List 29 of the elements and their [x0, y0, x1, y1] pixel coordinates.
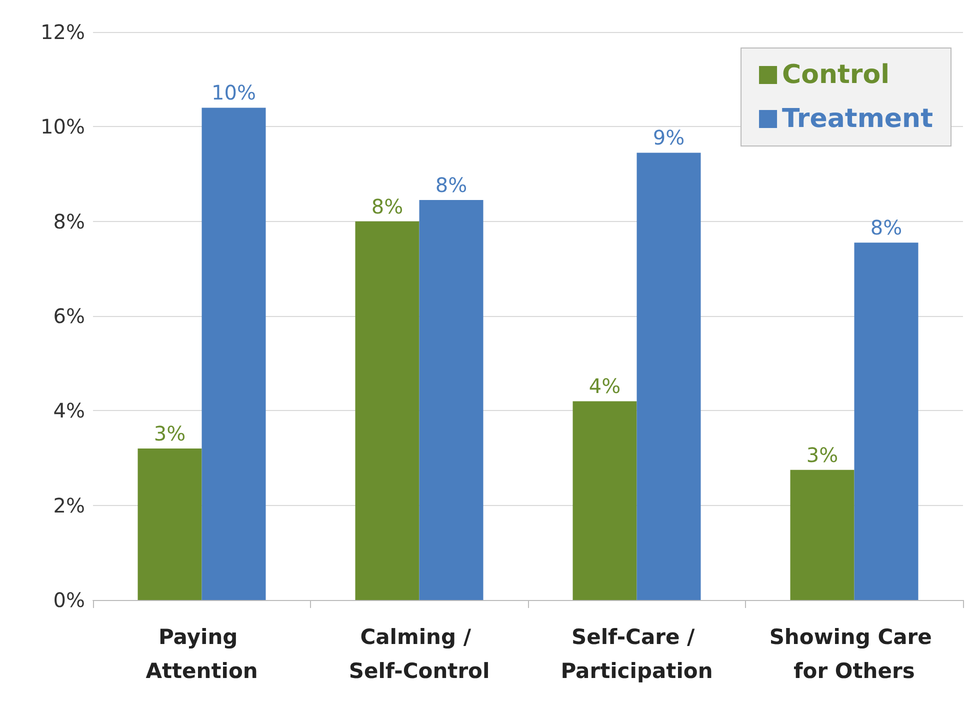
data-label: 8%: [870, 216, 902, 240]
bar: [202, 108, 266, 600]
data-label: 4%: [588, 374, 621, 398]
data-label: 3%: [806, 442, 838, 467]
bar: [636, 152, 701, 600]
y-tick-label: 6%: [53, 304, 85, 328]
y-tick-label: 2%: [53, 493, 85, 518]
bar: [419, 200, 484, 600]
x-tick-label: Showing Care for Others: [769, 625, 940, 683]
y-tick-label: 4%: [53, 398, 85, 423]
y-tick-label: 10%: [40, 114, 85, 139]
x-tick-label: Paying Attention: [146, 625, 258, 683]
legend-label: Treatment: [782, 104, 934, 134]
x-tick-label: Calming / Self-Control: [348, 625, 490, 683]
y-tick-label: 0%: [53, 588, 85, 612]
bar: [790, 470, 854, 600]
x-tick-label: Self-Care / Participation: [560, 625, 713, 683]
data-label: 3%: [154, 422, 186, 446]
bar: [854, 242, 918, 600]
bar: [355, 221, 420, 600]
y-tick-label: 8%: [53, 209, 85, 234]
data-label: 8%: [371, 194, 404, 218]
legend-label: Control: [782, 60, 890, 90]
y-tick-label: 12%: [40, 20, 85, 44]
data-label: 10%: [212, 80, 256, 105]
bar: [138, 448, 202, 600]
bar: [572, 401, 637, 600]
data-label: 8%: [435, 173, 468, 198]
data-label: 9%: [652, 126, 685, 150]
